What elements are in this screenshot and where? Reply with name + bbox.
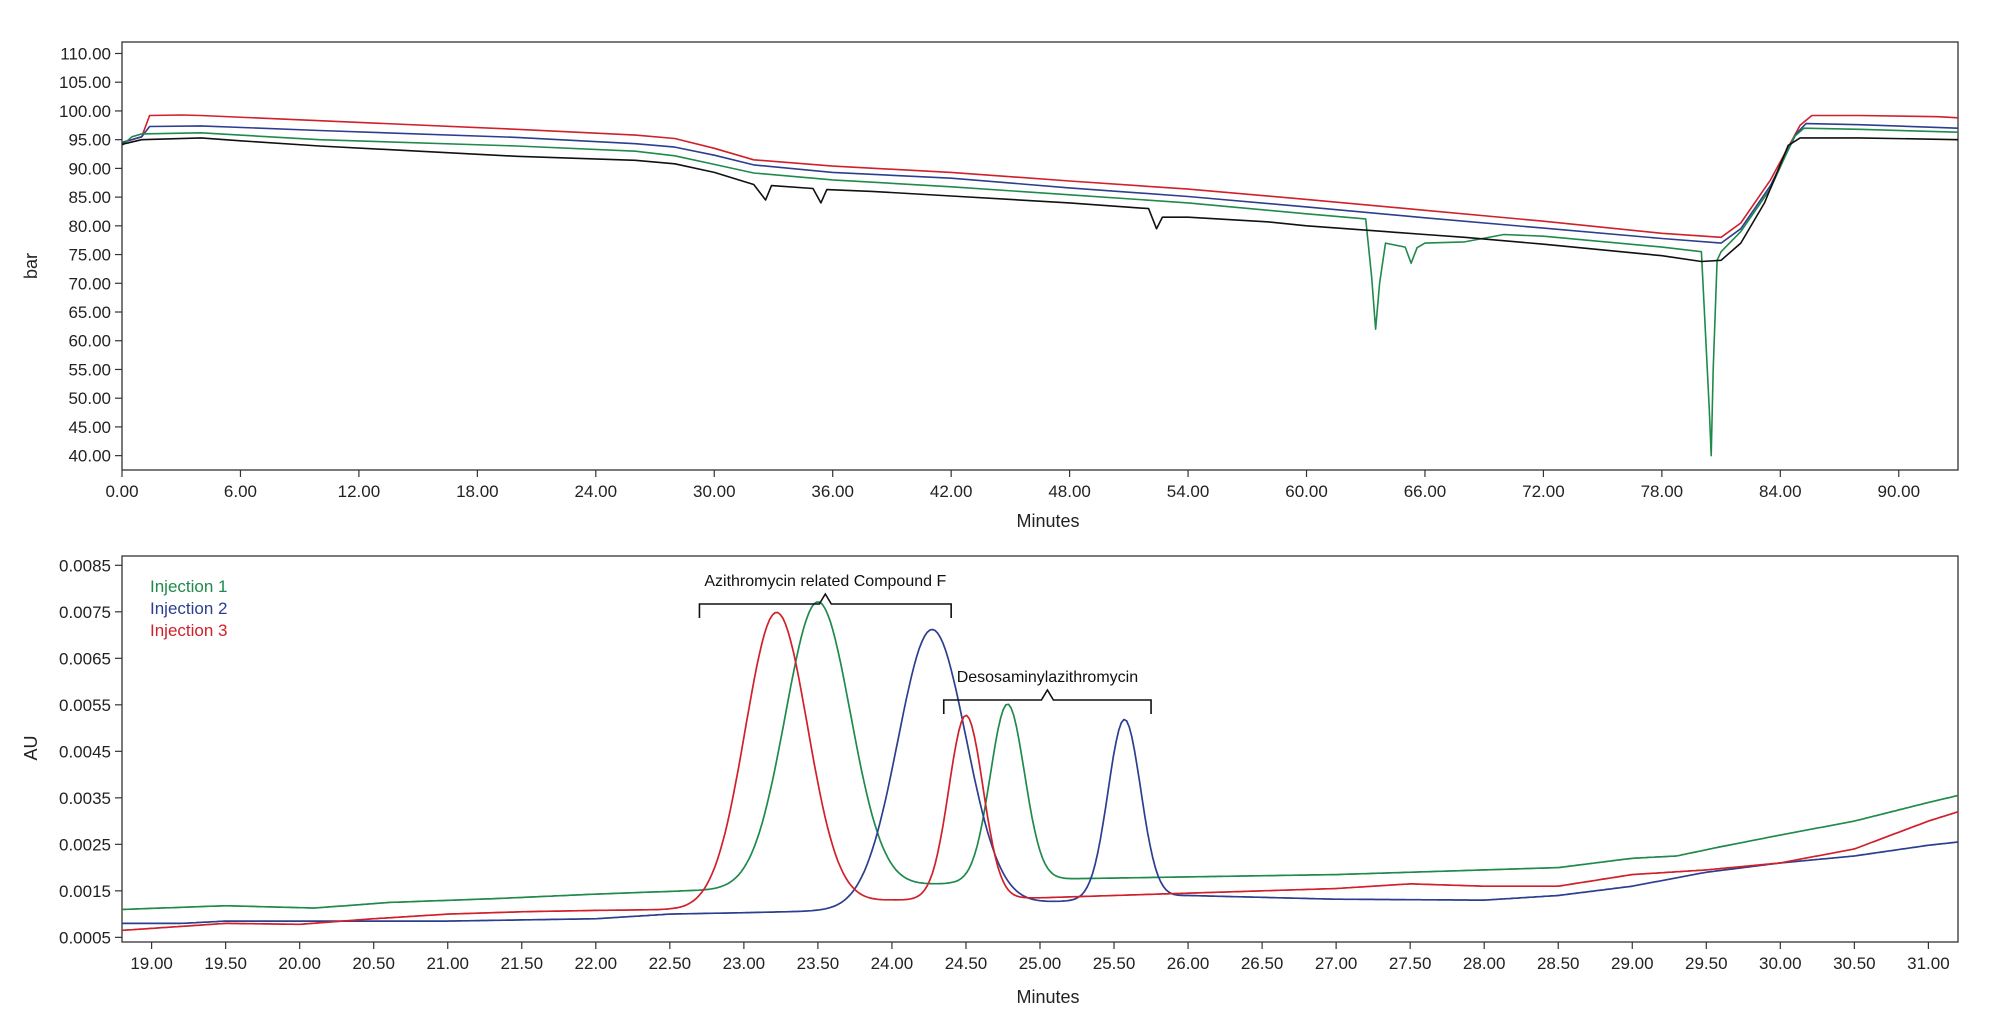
pressure-y-tick-label: 85.00	[68, 188, 111, 207]
absorbance-y-tick-label: 0.0085	[59, 556, 111, 575]
absorbance-x-axis-label: Minutes	[1016, 987, 1079, 1007]
desosaminylazithromycin-bracket	[942, 688, 1152, 714]
absorbance-y-ticks: 0.0005 0.0015 0.0025 0.0035 0.0045 0.0055 0.00…	[59, 556, 122, 947]
pressure-plot-frame	[121, 41, 1959, 471]
absorbance-y-tick-label: 0.0055	[59, 696, 111, 715]
pressure-y-tick-label: 75.00	[68, 246, 111, 265]
pressure-y-tick-label: 65.00	[68, 303, 111, 322]
pressure-x-tick-label: 60.00	[1285, 482, 1328, 501]
absorbance-x-tick-label: 27.00	[1315, 954, 1358, 973]
pressure-x-tick-label: 0.00	[105, 482, 138, 501]
pressure-x-tick-label: 6.00	[224, 482, 257, 501]
pressure-y-tick-label: 55.00	[68, 360, 111, 379]
pressure-x-tick-label: 24.00	[575, 482, 618, 501]
absorbance-x-tick-label: 20.00	[278, 954, 321, 973]
compound-f-label: Azithromycin related Compound F	[704, 573, 946, 590]
absorbance-x-tick-label: 23.00	[723, 954, 766, 973]
pressure-x-tick-label: 18.00	[456, 482, 499, 501]
pressure-y-tick-label: 80.00	[68, 217, 111, 236]
absorbance-x-tick-label: 28.50	[1537, 954, 1580, 973]
pressure-y-tick-label: 90.00	[68, 159, 111, 178]
pressure-x-ticks: 0.00 6.00 12.00 18.00 24.00 30.00 36.00 42.00 48…	[105, 470, 1920, 501]
absorbance-x-tick-label: 30.00	[1759, 954, 1802, 973]
pressure-y-tick-label: 100.00	[59, 102, 111, 121]
peak-annotations: Azithromycin related Compound F Desosami…	[698, 573, 1152, 714]
pressure-x-tick-label: 72.00	[1522, 482, 1565, 501]
pressure-y-tick-label: 70.00	[68, 274, 111, 293]
absorbance-x-tick-label: 31.00	[1907, 954, 1950, 973]
injection-2-line	[122, 628, 1959, 925]
pressure-x-tick-label: 90.00	[1878, 482, 1921, 501]
desosaminylazithromycin-label: Desosaminylazithromycin	[957, 669, 1138, 686]
absorbance-x-tick-label: 30.50	[1833, 954, 1876, 973]
absorbance-x-tick-label: 23.50	[797, 954, 840, 973]
pressure-y-axis-label: bar	[21, 253, 41, 279]
absorbance-y-tick-label: 0.0005	[59, 928, 111, 947]
absorbance-x-tick-label: 22.00	[575, 954, 618, 973]
absorbance-x-tick-label: 27.50	[1389, 954, 1432, 973]
pressure-series	[121, 114, 1959, 457]
absorbance-x-tick-label: 19.00	[130, 954, 173, 973]
absorbance-series	[121, 601, 1959, 932]
pressure-y-tick-label: 50.00	[68, 389, 111, 408]
legend: Injection 1 Injection 2 Injection 3	[150, 577, 228, 640]
pressure-series-line-3	[121, 127, 1959, 457]
pressure-x-tick-label: 12.00	[338, 482, 381, 501]
pressure-series-line-2	[121, 122, 1959, 244]
absorbance-y-tick-label: 0.0065	[59, 649, 111, 668]
pressure-x-tick-label: 84.00	[1759, 482, 1802, 501]
injection-3-line	[121, 611, 1959, 932]
absorbance-x-tick-label: 21.50	[501, 954, 544, 973]
absorbance-y-tick-label: 0.0015	[59, 882, 111, 901]
pressure-y-tick-label: 45.00	[68, 418, 111, 437]
absorbance-x-tick-label: 25.00	[1019, 954, 1062, 973]
absorbance-y-tick-label: 0.0075	[59, 603, 111, 622]
absorbance-x-ticks: 19.00 19.50 20.00 20.50 21.00 21.50 22.00 22.50…	[130, 942, 1950, 973]
absorbance-y-tick-label: 0.0045	[59, 742, 111, 761]
absorbance-x-tick-label: 20.50	[352, 954, 395, 973]
pressure-series-line-4	[121, 137, 1959, 263]
injection-1-line	[122, 601, 1959, 911]
absorbance-x-tick-label: 25.50	[1093, 954, 1136, 973]
absorbance-x-tick-label: 24.50	[945, 954, 988, 973]
pressure-y-tick-label: 110.00	[60, 44, 111, 63]
pressure-x-tick-label: 66.00	[1404, 482, 1447, 501]
absorbance-x-tick-label: 28.00	[1463, 954, 1506, 973]
absorbance-x-tick-label: 29.00	[1611, 954, 1654, 973]
pressure-y-tick-label: 60.00	[68, 332, 111, 351]
legend-item-injection-1: Injection 1	[150, 577, 228, 596]
pressure-x-tick-label: 30.00	[693, 482, 736, 501]
absorbance-y-axis-label: AU	[21, 735, 41, 760]
pressure-x-tick-label: 54.00	[1167, 482, 1210, 501]
pressure-x-tick-label: 78.00	[1641, 482, 1684, 501]
pressure-y-tick-label: 95.00	[68, 131, 111, 150]
legend-item-injection-3: Injection 3	[150, 621, 228, 640]
absorbance-x-tick-label: 19.50	[204, 954, 247, 973]
pressure-x-axis-label: Minutes	[1016, 511, 1079, 531]
compound-f-bracket	[698, 592, 952, 618]
pressure-y-tick-label: 105.00	[59, 73, 111, 92]
pressure-x-tick-label: 36.00	[811, 482, 854, 501]
absorbance-x-tick-label: 24.00	[871, 954, 914, 973]
absorbance-y-tick-label: 0.0025	[59, 835, 111, 854]
pressure-y-tick-label: 40.00	[68, 447, 111, 466]
pressure-x-tick-label: 48.00	[1048, 482, 1091, 501]
pressure-chart: 40.00 45.00 50.00 55.00 60.00 65.00 70.00 75.00…	[21, 41, 1959, 531]
absorbance-y-tick-label: 0.0035	[59, 789, 111, 808]
legend-item-injection-2: Injection 2	[150, 599, 228, 618]
absorbance-x-tick-label: 26.50	[1241, 954, 1284, 973]
absorbance-x-tick-label: 29.50	[1685, 954, 1728, 973]
absorbance-chart: 0.0005 0.0015 0.0025 0.0035 0.0045 0.0055 0.00…	[21, 555, 1959, 1007]
pressure-x-tick-label: 42.00	[930, 482, 973, 501]
absorbance-x-tick-label: 26.00	[1167, 954, 1210, 973]
absorbance-x-tick-label: 22.50	[649, 954, 692, 973]
pressure-y-ticks: 40.00 45.00 50.00 55.00 60.00 65.00 70.00 75.00…	[59, 44, 122, 466]
absorbance-x-tick-label: 21.00	[426, 954, 469, 973]
